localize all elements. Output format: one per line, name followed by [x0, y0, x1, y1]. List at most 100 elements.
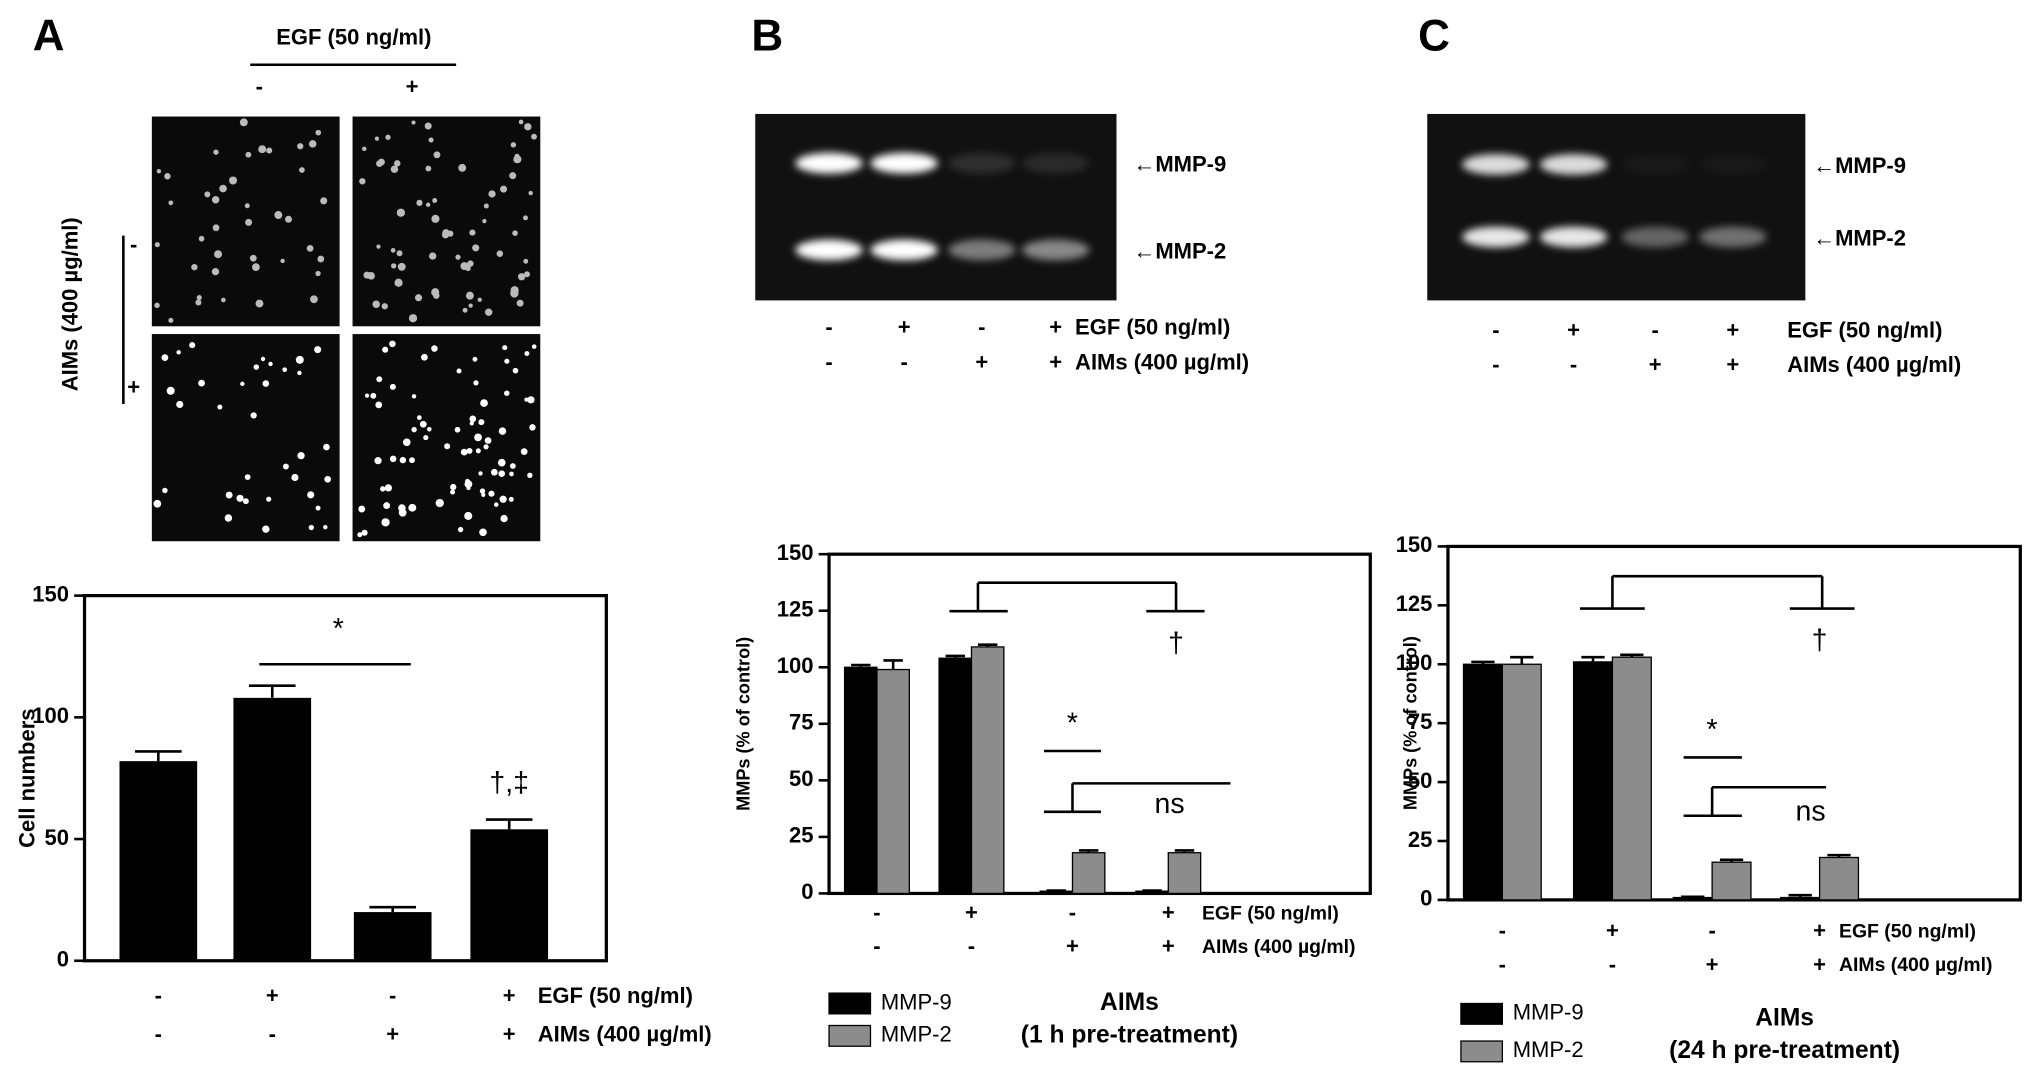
- panel-label: A: [33, 11, 65, 60]
- cell-dot: [527, 472, 533, 478]
- y-tick-label: 150: [777, 540, 814, 565]
- cell-dot: [359, 178, 366, 185]
- y-tick-label: 100: [777, 653, 814, 678]
- cell-dot: [390, 248, 396, 253]
- cell-dot: [219, 184, 227, 193]
- plot-frame: [82, 594, 608, 963]
- cell-dot: [475, 448, 481, 454]
- cell-dot: [398, 508, 407, 517]
- y-axis-label: Cell numbers: [15, 709, 40, 848]
- bar: [843, 666, 878, 895]
- condition-sign: +: [1606, 918, 1619, 943]
- micrograph: [151, 334, 340, 542]
- cell-dot: [483, 203, 489, 209]
- cell-dot: [262, 380, 270, 387]
- cell-dot: [168, 317, 174, 323]
- cell-dot: [370, 392, 377, 399]
- panel-label: C: [1418, 11, 1450, 60]
- cell-dot: [249, 254, 257, 262]
- legend-label: MMP-2: [881, 1022, 952, 1047]
- gel: [755, 113, 1117, 301]
- condition-sign: -: [155, 1022, 162, 1047]
- cell-dot: [244, 203, 250, 209]
- annotation: *: [1067, 708, 1078, 740]
- cell-dot: [255, 299, 264, 308]
- condition-sign: -: [1069, 900, 1076, 925]
- cell-dot: [477, 297, 482, 302]
- bar: [1611, 656, 1652, 901]
- cell-dot: [479, 488, 486, 494]
- cell-dot: [504, 358, 510, 364]
- condition-sign: -: [1651, 317, 1658, 342]
- cell-dot: [397, 262, 406, 271]
- cell-dot: [478, 419, 485, 426]
- cell-dot: [266, 147, 273, 154]
- cell-dot: [500, 185, 508, 193]
- condition-name: EGF (50 ng/ml): [1787, 317, 1942, 342]
- y-tick-label: 125: [777, 597, 814, 622]
- error-bar: [485, 818, 533, 830]
- condition-sign: +: [1649, 352, 1662, 377]
- cell-dot: [291, 473, 299, 482]
- cell-dot: [390, 165, 399, 173]
- cell-dot: [465, 291, 474, 300]
- gel-band: [1021, 239, 1090, 261]
- cell-dot: [502, 345, 508, 351]
- cell-dot: [488, 190, 496, 198]
- condition-sign: +: [1726, 352, 1739, 377]
- cell-dot: [262, 525, 270, 533]
- cell-dot: [242, 498, 249, 505]
- condition-sign: -: [825, 315, 832, 340]
- cell-dot: [509, 172, 517, 180]
- band-label: ←MMP-2: [1133, 238, 1226, 263]
- cell-dot: [396, 250, 403, 257]
- error-bar: [1719, 858, 1744, 863]
- gel-band: [1621, 226, 1689, 248]
- cell-dot: [176, 400, 184, 408]
- bar: [353, 912, 432, 961]
- cell-dot: [162, 487, 168, 494]
- cell-dot: [514, 153, 520, 159]
- bar: [1780, 896, 1821, 901]
- y-tick-label: 50: [44, 825, 68, 850]
- band-label: ←MMP-9: [1133, 152, 1226, 177]
- cell-dot: [411, 394, 417, 399]
- condition-sign: +: [386, 1022, 399, 1047]
- cell-dot: [176, 350, 181, 355]
- condition-sign: -: [389, 983, 396, 1008]
- cell-dot: [433, 151, 441, 159]
- cell-dot: [213, 149, 219, 155]
- band-label: ←MMP-9: [1813, 153, 1906, 178]
- error-bar: [945, 654, 966, 659]
- cell-dot: [467, 260, 474, 267]
- error-bar: [1471, 660, 1495, 665]
- cell-dot: [307, 491, 315, 499]
- micrograph-sign: -: [130, 232, 137, 257]
- cell-dot: [204, 191, 211, 198]
- gel-band: [1462, 154, 1530, 175]
- cell-dot: [408, 503, 417, 512]
- cell-dot: [493, 502, 499, 507]
- cell-dot: [417, 415, 422, 420]
- cell-dot: [323, 443, 330, 451]
- gel-band: [795, 239, 863, 261]
- cell-dot: [450, 489, 456, 495]
- cell-dot: [195, 299, 202, 306]
- cell-dot: [381, 303, 388, 310]
- gel-band: [1539, 226, 1608, 248]
- cell-dot: [478, 471, 483, 476]
- cell-dot: [524, 351, 530, 356]
- condition-sign: +: [503, 1022, 516, 1047]
- legend-label: MMP-9: [881, 989, 952, 1014]
- bar: [470, 829, 549, 961]
- cell-dot: [323, 524, 328, 530]
- cell-dot: [297, 370, 302, 376]
- cell-dot: [357, 532, 363, 538]
- cell-dot: [468, 303, 473, 308]
- y-tick-label: 100: [32, 703, 69, 728]
- cell-dot: [306, 244, 314, 252]
- cell-dot: [212, 224, 220, 232]
- cell-dot: [156, 168, 162, 174]
- cell-dot: [432, 198, 438, 203]
